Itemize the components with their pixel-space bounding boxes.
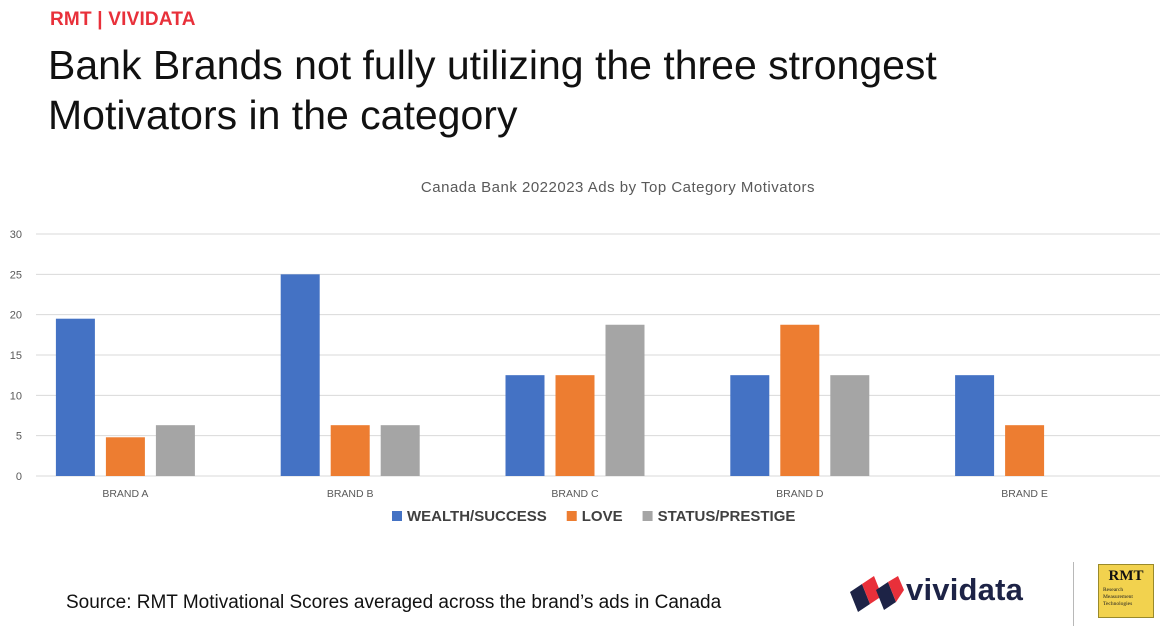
legend-label: WEALTH/SUCCESS — [407, 508, 547, 525]
chart-title: Canada Bank 2022023 Ads by Top Category … — [421, 179, 815, 196]
y-tick-label: 5 — [16, 431, 22, 443]
bar-status-prestige — [155, 425, 195, 476]
slide-title: Bank Brands not fully utilizing the thre… — [48, 42, 937, 138]
y-tick-label: 15 — [10, 350, 22, 362]
bar-wealth-success — [280, 274, 320, 476]
vividata-logo: vividata — [848, 566, 1048, 618]
y-tick-label: 30 — [10, 229, 22, 241]
legend-swatch — [392, 511, 402, 521]
logo-divider — [1073, 562, 1074, 626]
brand-header-tag: RMT | VIVIDATA — [50, 9, 196, 30]
legend-swatch — [642, 511, 653, 521]
x-tick-label: BRAND A — [102, 488, 148, 500]
rmt-sub-line: Research — [1103, 587, 1124, 593]
bar-love — [780, 324, 820, 476]
bar-wealth-success — [955, 375, 995, 476]
source-note: Source: RMT Motivational Scores averaged… — [66, 592, 722, 613]
rmt-logo-subtext: Research Measurement Technologies — [1103, 587, 1133, 608]
y-tick-label: 25 — [10, 269, 22, 281]
x-tick-label: BRAND D — [776, 488, 824, 500]
bar-wealth-success — [730, 375, 770, 476]
x-tick-label: BRAND B — [327, 488, 374, 500]
x-tick-label: BRAND C — [551, 488, 599, 500]
y-tick-label: 10 — [10, 390, 22, 402]
rmt-logo-text: RMT — [1108, 568, 1144, 584]
bar-status-prestige — [605, 324, 645, 476]
y-tick-label: 0 — [16, 471, 22, 483]
bar-love — [330, 425, 370, 476]
bar-wealth-success — [505, 375, 545, 476]
bar-love — [1005, 425, 1045, 476]
legend-label: LOVE — [582, 508, 623, 525]
bar-chart: Canada Bank 2022023 Ads by Top Category … — [10, 179, 1160, 525]
rmt-sub-line: Measurement — [1103, 594, 1133, 600]
legend-swatch — [566, 511, 577, 521]
legend-label: STATUS/PRESTIGE — [658, 508, 796, 525]
rmt-logo: RMT Research Measurement Technologies — [1098, 564, 1154, 618]
bar-wealth-success — [55, 318, 95, 476]
rmt-sub-line: Technologies — [1103, 601, 1133, 607]
vividata-mark-icon — [850, 576, 904, 612]
bar-love — [555, 375, 595, 476]
x-tick-label: BRAND E — [1001, 488, 1048, 500]
bar-status-prestige — [830, 375, 870, 476]
y-tick-label: 20 — [10, 310, 22, 322]
bar-love — [105, 437, 145, 476]
bar-status-prestige — [380, 425, 420, 476]
vividata-logo-text: vividata — [906, 572, 1024, 607]
